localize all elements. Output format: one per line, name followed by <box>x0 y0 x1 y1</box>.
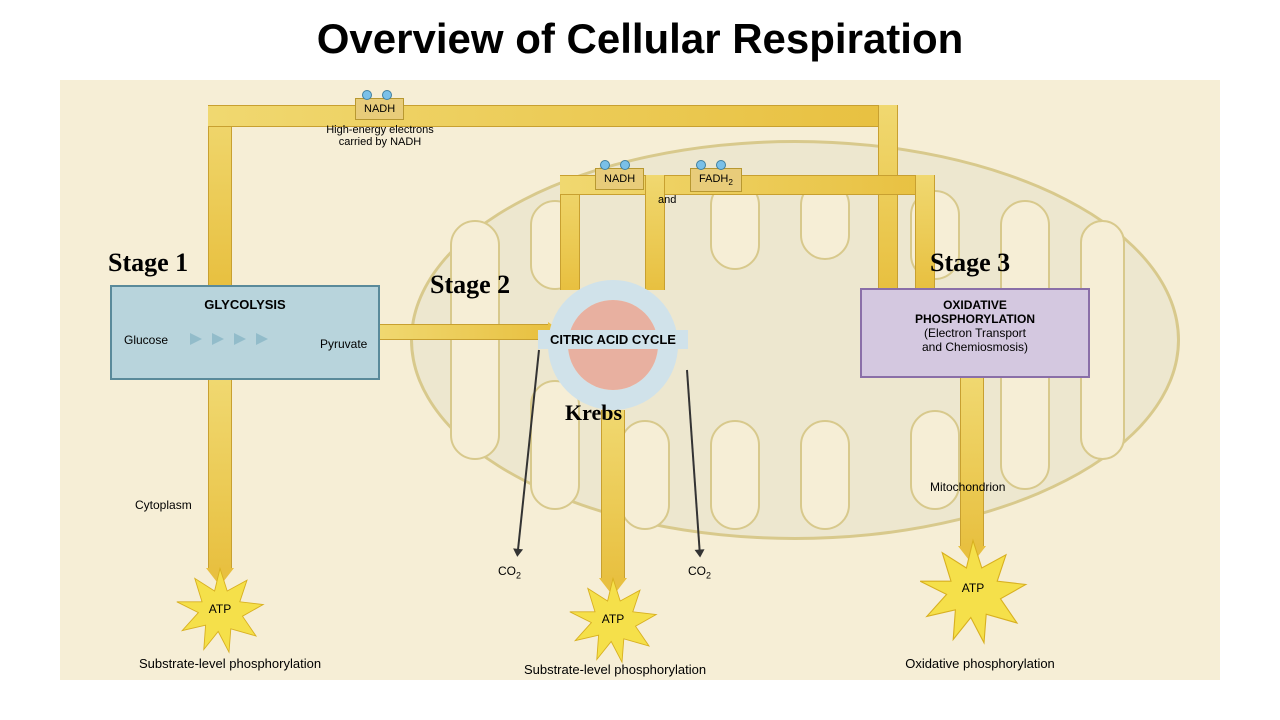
mitochondrion-label: Mitochondrion <box>930 480 1005 494</box>
nadh-caption: High-energy electronscarried by NADH <box>310 124 450 148</box>
atp-star-3: ATP <box>918 535 1028 645</box>
flow-nadh-down1 <box>878 105 898 288</box>
electron-dot-icon <box>600 160 610 170</box>
oxphos-box: OXIDATIVE PHOSPHORYLATION (Electron Tran… <box>860 288 1090 378</box>
and-label: and <box>658 194 676 206</box>
electron-dot-icon <box>382 90 392 100</box>
flow-glyc-nadh-v <box>208 105 232 285</box>
flow-oxphos-atp <box>960 378 984 548</box>
oxphos-line3: (Electron Transport <box>924 326 1026 340</box>
diagram-canvas: Stage 1 Stage 2 Stage 3 GLYCOLYSIS Gluco… <box>60 80 1220 680</box>
chevron-right-icon <box>234 333 246 345</box>
flow-pyruvate-citric <box>380 324 550 340</box>
flow-glycolysis-atp <box>208 380 232 570</box>
citric-cycle-label: CITRIC ACID CYCLE <box>538 330 688 349</box>
page-title: Overview of Cellular Respiration <box>0 15 1280 63</box>
nadh-carrier-mid: NADH <box>595 168 644 190</box>
co2-label-2: CO2 <box>688 564 711 580</box>
atp-label: ATP <box>918 581 1028 595</box>
atp-star-2: ATP <box>568 574 658 664</box>
chevron-right-icon <box>256 333 268 345</box>
crista <box>800 420 850 530</box>
fadh2-carrier: FADH2 <box>690 168 742 192</box>
electron-dot-icon <box>716 160 726 170</box>
chevron-right-icon <box>212 333 224 345</box>
pyruvate-label: Pyruvate <box>320 337 367 351</box>
stage-2-label: Stage 2 <box>430 270 510 300</box>
glycolysis-box: GLYCOLYSIS Glucose Pyruvate <box>110 285 380 380</box>
atp-caption-3: Oxidative phosphorylation <box>880 656 1080 671</box>
crista <box>620 420 670 530</box>
oxphos-line4: and Chemiosmosis) <box>922 340 1028 354</box>
electron-dot-icon <box>620 160 630 170</box>
glycolysis-title: GLYCOLYSIS <box>112 287 378 312</box>
citric-acid-cycle: CITRIC ACID CYCLE <box>548 280 678 410</box>
atp-label: ATP <box>568 612 658 626</box>
flow-citric-atp <box>601 410 625 580</box>
stage-3-label: Stage 3 <box>930 248 1010 278</box>
atp-label: ATP <box>175 602 265 616</box>
crista <box>450 220 500 460</box>
electron-dot-icon <box>362 90 372 100</box>
glucose-label: Glucose <box>124 333 168 347</box>
krebs-label: Krebs <box>565 400 622 426</box>
co2-label-1: CO2 <box>498 564 521 580</box>
crista <box>910 410 960 510</box>
electron-dot-icon <box>696 160 706 170</box>
atp-star-1: ATP <box>175 564 265 654</box>
oxphos-line1: OXIDATIVE <box>943 298 1007 312</box>
cytoplasm-label: Cytoplasm <box>135 498 192 512</box>
crista <box>710 420 760 530</box>
nadh-carrier-top: NADH <box>355 98 404 120</box>
atp-caption-2: Substrate-level phosphorylation <box>505 662 725 677</box>
stage-1-label: Stage 1 <box>108 248 188 278</box>
flow-citric-fadh-up <box>645 175 665 290</box>
atp-caption-1: Substrate-level phosphorylation <box>120 656 340 671</box>
oxphos-line2: PHOSPHORYLATION <box>915 312 1035 326</box>
chevron-right-icon <box>190 333 202 345</box>
